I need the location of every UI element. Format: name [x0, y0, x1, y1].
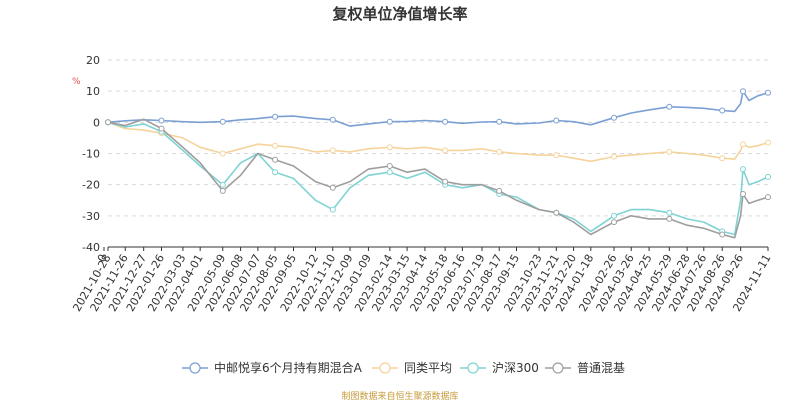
- series-point-4: [272, 156, 279, 163]
- series-point-4: [740, 191, 746, 197]
- legend-item-4[interactable]: 普通混基: [545, 361, 625, 375]
- legend-label: 中邮悦享6个月持有期混合A: [214, 360, 363, 375]
- series-point-1: [719, 107, 726, 114]
- y-tick-label: -40: [82, 241, 100, 254]
- series-point-3: [272, 169, 279, 176]
- series-layer: [105, 88, 771, 239]
- y-tick-label: 0: [93, 116, 100, 129]
- series-point-1: [329, 116, 336, 123]
- series-point-3: [765, 173, 771, 180]
- series-point-3: [611, 212, 617, 219]
- series-point-4: [158, 125, 165, 132]
- series-point-1: [611, 114, 617, 121]
- series-point-2: [553, 152, 560, 159]
- series-line-4: [107, 118, 769, 239]
- series-point-3: [740, 166, 746, 173]
- legend-label: 普通混基: [577, 361, 625, 375]
- y-tick-label: -30: [82, 210, 100, 223]
- legend-swatch-marker: [379, 362, 391, 374]
- series-point-1: [386, 118, 393, 125]
- series-point-3: [666, 209, 673, 216]
- series-point-4: [553, 209, 560, 216]
- series-point-3: [386, 169, 393, 176]
- series-point-2: [740, 141, 746, 148]
- series-point-2: [329, 147, 336, 154]
- legend[interactable]: 中邮悦享6个月持有期混合A 同类平均 沪深300 普通混基: [182, 360, 625, 375]
- series-point-4: [219, 187, 226, 194]
- series-point-4: [442, 178, 449, 185]
- series-point-2: [611, 153, 617, 160]
- series-point-4: [666, 215, 673, 222]
- series-point-2: [765, 139, 771, 146]
- y-tick-label: 20: [86, 54, 100, 67]
- series-point-1: [553, 117, 560, 124]
- series-point-2: [219, 150, 226, 157]
- y-tick-label: 10: [86, 85, 100, 98]
- series-point-4: [765, 194, 771, 201]
- series-point-4: [105, 119, 111, 126]
- series-line-3: [107, 121, 769, 236]
- series-point-1: [158, 117, 165, 124]
- series-point-4: [719, 231, 726, 238]
- series-point-1: [765, 89, 771, 96]
- legend-swatch-marker: [189, 362, 201, 374]
- axis-layer: 20100-10-20-30-4002021-10-282021-11-2620…: [70, 54, 773, 314]
- source-note: 制图数据来自恒生聚源数据库: [341, 392, 459, 402]
- series-point-1: [496, 118, 503, 125]
- series-point-3: [219, 181, 226, 188]
- series-point-2: [666, 148, 673, 155]
- y-tick-label: -20: [82, 179, 100, 192]
- series-point-4: [386, 163, 393, 169]
- series-point-1: [666, 103, 673, 110]
- series-point-2: [386, 144, 393, 151]
- legend-item-3[interactable]: 沪深300: [460, 361, 539, 375]
- series-point-3: [329, 206, 336, 213]
- chart-title: 复权单位净值增长率: [332, 5, 468, 23]
- series-point-2: [496, 148, 503, 155]
- series-point-1: [272, 113, 279, 120]
- series-point-2: [719, 155, 726, 162]
- y-tick-label: -10: [82, 148, 100, 161]
- series-point-2: [442, 147, 449, 154]
- y-unit-label: %: [72, 77, 81, 87]
- series-point-1: [442, 118, 449, 125]
- series-point-1: [219, 118, 226, 125]
- legend-label: 沪深300: [492, 361, 539, 375]
- series-point-4: [496, 187, 503, 194]
- series-point-2: [272, 142, 279, 149]
- legend-swatch-marker: [552, 362, 564, 374]
- legend-item-1[interactable]: 中邮悦享6个月持有期混合A: [182, 360, 363, 375]
- series-line-2: [107, 121, 769, 163]
- series-point-1: [740, 88, 746, 95]
- series-line-1: [107, 90, 769, 127]
- legend-label: 同类平均: [404, 361, 452, 375]
- legend-item-2[interactable]: 同类平均: [372, 361, 452, 375]
- series-point-4: [611, 219, 617, 226]
- series-point-4: [329, 184, 336, 191]
- legend-swatch-marker: [467, 362, 479, 374]
